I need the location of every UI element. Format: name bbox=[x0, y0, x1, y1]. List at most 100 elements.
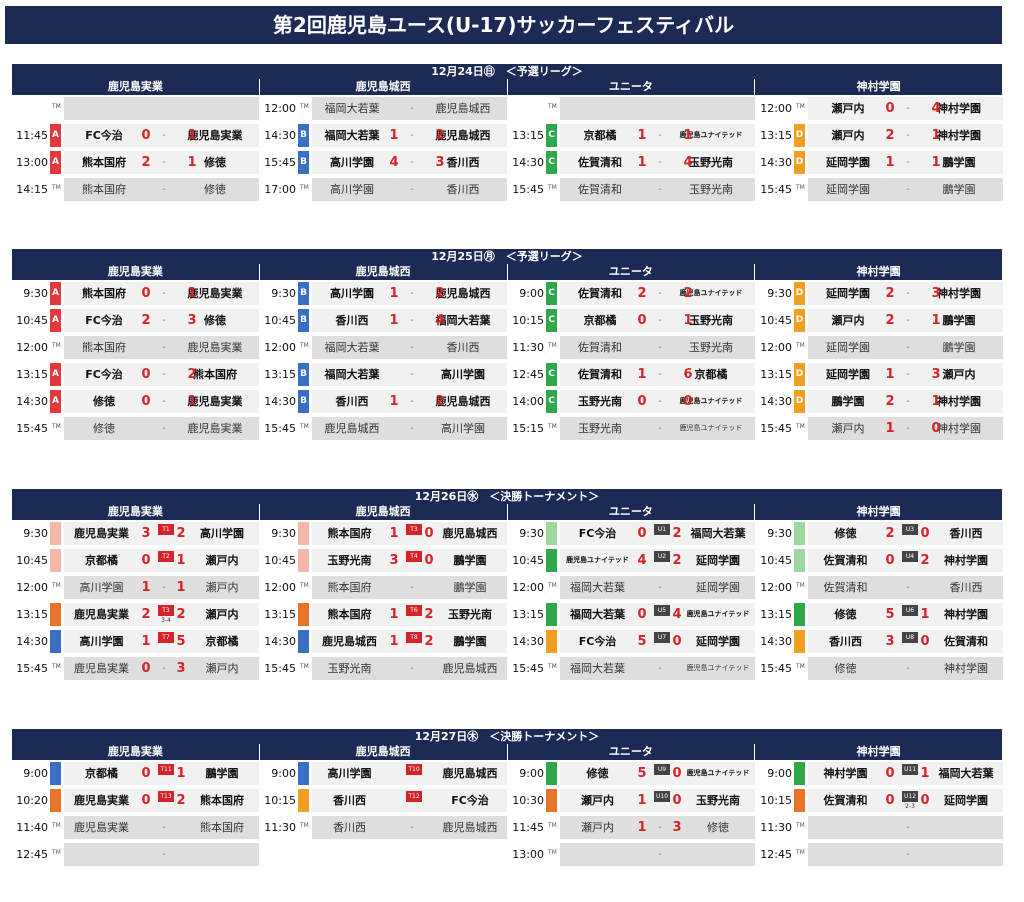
home-score: 1 bbox=[637, 820, 647, 835]
home-team: 香川西 bbox=[335, 314, 369, 327]
score-separator: - bbox=[906, 663, 910, 674]
score-separator: - bbox=[162, 423, 166, 434]
away-team: 神村学園 bbox=[944, 662, 988, 675]
match-time: 11:30 bbox=[512, 341, 544, 354]
match-background bbox=[560, 417, 755, 440]
home-team: 鹿児島実業 bbox=[74, 527, 129, 540]
venue-column: 9:00 京都橘 鵬学園 0 1 T11 10:20 鹿児島実業 熊本国府 0 2 T13 11:40 T… bbox=[12, 760, 259, 868]
home-score: 0 bbox=[885, 553, 895, 568]
match-background bbox=[808, 843, 1003, 866]
home-team: 鹿児島ユナイテッド bbox=[566, 556, 629, 564]
match-row: 14:30 D 延岡学園 鵬学園 1 1- bbox=[756, 149, 1003, 176]
match-row: 17:00 TM 高川学園 香川西 - bbox=[260, 176, 507, 203]
match-row: 13:00 A 熊本国府 修徳 2 1 - bbox=[12, 149, 259, 176]
home-team: 福岡大若葉 bbox=[324, 129, 380, 142]
away-score: 1 bbox=[176, 553, 186, 568]
tm-icon: TM bbox=[52, 423, 61, 430]
match-background bbox=[808, 336, 1003, 359]
match-row: 11:45 A FC今治 鹿児島実業 0 1 - bbox=[12, 122, 259, 149]
match-time: 13:15 bbox=[264, 608, 296, 621]
page-title: 第2回鹿児島ユース(U-17)サッカーフェスティバル bbox=[5, 6, 1002, 44]
away-team: 瀬戸内 bbox=[205, 608, 239, 621]
match-row: 9:30 A 熊本国府 鹿児島実業 0 1 - bbox=[12, 280, 259, 307]
away-score: 0 bbox=[424, 553, 434, 568]
day-block: 12月27日㊍ ＜決勝トーナメント＞ 鹿児島実業 鹿児島城西 ユニータ 神村学園 9:00… bbox=[12, 729, 1003, 868]
home-team: 修徳 bbox=[834, 662, 857, 675]
group-badge bbox=[794, 603, 805, 626]
tm-icon: TM bbox=[300, 342, 309, 349]
score-separator: - bbox=[162, 396, 166, 407]
match-background bbox=[64, 151, 259, 174]
home-score: 3 bbox=[141, 526, 151, 541]
match-row: 12:00 TM 福岡大若葉 香川西 - bbox=[260, 334, 507, 361]
tm-icon: TM bbox=[548, 103, 557, 110]
group-badge bbox=[794, 789, 805, 812]
home-score: 1 bbox=[389, 313, 399, 328]
match-code: T8 bbox=[406, 632, 422, 643]
away-score: 1 bbox=[683, 313, 693, 328]
venue-name: 神村学園 bbox=[755, 504, 1002, 520]
match-row: 15:45 TM 福岡大若葉 鹿児島ユナイテッド - bbox=[508, 655, 755, 682]
home-score: 0 bbox=[141, 128, 151, 143]
home-score: 0 bbox=[637, 313, 647, 328]
match-time: 9:30 bbox=[767, 287, 792, 300]
group-badge bbox=[794, 522, 805, 545]
away-team: 鹿児島城西 bbox=[442, 821, 498, 834]
match-code: U9 bbox=[654, 764, 670, 775]
match-background bbox=[312, 417, 507, 440]
score-separator: - bbox=[162, 849, 166, 860]
away-team: 神村学園 bbox=[944, 554, 988, 567]
tm-icon: TM bbox=[52, 103, 61, 110]
match-code: U10 bbox=[654, 791, 670, 802]
match-row: 13:15 修徳 神村学園 5 1 U6 bbox=[756, 601, 1003, 628]
home-team: 鵬学園 bbox=[831, 395, 865, 408]
away-team: 香川西 bbox=[949, 581, 983, 594]
home-team: 高川学園 bbox=[330, 287, 374, 300]
match-background bbox=[808, 390, 1003, 413]
match-row: 12:45 C 佐賀清和 京都橘 1 6 - bbox=[508, 361, 755, 388]
home-team: 京都橘 bbox=[85, 767, 118, 780]
match-time: 10:45 bbox=[264, 554, 296, 567]
score-separator: - bbox=[658, 396, 662, 407]
score-separator: - bbox=[162, 184, 166, 195]
home-score: 1 bbox=[141, 634, 151, 649]
match-row: 9:30 熊本国府 鹿児島城西 1 0 T3 bbox=[260, 520, 507, 547]
match-time: 12:45 bbox=[760, 848, 792, 861]
tm-icon: TM bbox=[796, 423, 805, 430]
match-time: 10:15 bbox=[760, 794, 792, 807]
away-score: 1 bbox=[920, 607, 930, 622]
venue-name: 鹿児島城西 bbox=[259, 264, 507, 280]
group-badge bbox=[50, 630, 61, 653]
match-row: 14:30 香川西 佐賀清和 3 0 U8 bbox=[756, 628, 1003, 655]
match-row: 10:45 京都橘 瀬戸内 0 1 T2 bbox=[12, 547, 259, 574]
home-team: 熊本国府 bbox=[327, 581, 372, 594]
group-badge: B bbox=[298, 363, 309, 386]
group-badge bbox=[50, 549, 61, 572]
match-row: 9:30 FC今治 福岡大若葉 0 2 U1 bbox=[508, 520, 755, 547]
match-time: 12:00 bbox=[760, 341, 792, 354]
match-time: 9:00 bbox=[23, 767, 48, 780]
match-background bbox=[560, 816, 755, 839]
score-separator: - bbox=[162, 663, 166, 674]
away-team: 佐賀清和 bbox=[944, 635, 988, 648]
away-team: 高川学園 bbox=[441, 422, 485, 435]
tm-icon: TM bbox=[300, 663, 309, 670]
match-code: U12 bbox=[902, 791, 918, 802]
home-score: 0 bbox=[637, 607, 647, 622]
match-time: 13:15 bbox=[16, 368, 48, 381]
away-team: 瀬戸内 bbox=[942, 368, 976, 381]
group-badge bbox=[546, 549, 557, 572]
home-score: 2 bbox=[885, 128, 895, 143]
match-row: 13:15 鹿児島実業 瀬戸内 2 2 T3 3-4 bbox=[12, 601, 259, 628]
score-separator: - bbox=[658, 822, 662, 833]
match-time: 13:15 bbox=[760, 368, 792, 381]
away-team: 神村学園 bbox=[937, 129, 981, 142]
day-header: 12月26日㊌ ＜決勝トーナメント＞ bbox=[12, 489, 1002, 504]
venue-column: 9:00 C 佐賀清和 鹿児島ユナイテッド 2 2-10:15 C 京都橘 玉野光南 0 1-11:… bbox=[508, 280, 755, 442]
day-header: 12月24日㊐ ＜予選リーグ＞ bbox=[12, 64, 1002, 79]
match-code: T3 bbox=[406, 524, 422, 535]
group-badge: C bbox=[546, 390, 557, 413]
away-score: 1 bbox=[187, 155, 197, 170]
tm-icon: TM bbox=[548, 663, 557, 670]
match-background bbox=[808, 309, 1003, 332]
